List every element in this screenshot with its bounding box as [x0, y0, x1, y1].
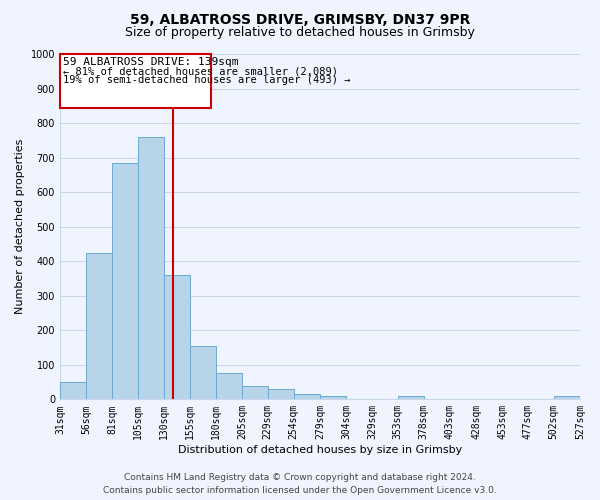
Bar — [268, 389, 294, 400]
X-axis label: Distribution of detached houses by size in Grimsby: Distribution of detached houses by size … — [178, 445, 462, 455]
Bar — [320, 396, 346, 400]
Bar — [164, 275, 190, 400]
Bar — [190, 346, 216, 400]
Bar — [398, 396, 424, 400]
Text: 19% of semi-detached houses are larger (493) →: 19% of semi-detached houses are larger (… — [63, 74, 350, 85]
Text: 59 ALBATROSS DRIVE: 139sqm: 59 ALBATROSS DRIVE: 139sqm — [63, 58, 239, 68]
Bar — [554, 396, 580, 400]
Bar — [294, 394, 320, 400]
Bar — [60, 382, 86, 400]
Bar — [242, 386, 268, 400]
Text: Size of property relative to detached houses in Grimsby: Size of property relative to detached ho… — [125, 26, 475, 39]
Bar — [137, 137, 164, 400]
Bar — [216, 374, 242, 400]
Bar — [112, 163, 137, 400]
Bar — [86, 252, 112, 400]
Text: 59, ALBATROSS DRIVE, GRIMSBY, DN37 9PR: 59, ALBATROSS DRIVE, GRIMSBY, DN37 9PR — [130, 12, 470, 26]
Text: ← 81% of detached houses are smaller (2,089): ← 81% of detached houses are smaller (2,… — [63, 66, 338, 76]
Bar — [60, 54, 211, 108]
Y-axis label: Number of detached properties: Number of detached properties — [15, 139, 25, 314]
Text: Contains HM Land Registry data © Crown copyright and database right 2024.
Contai: Contains HM Land Registry data © Crown c… — [103, 474, 497, 495]
